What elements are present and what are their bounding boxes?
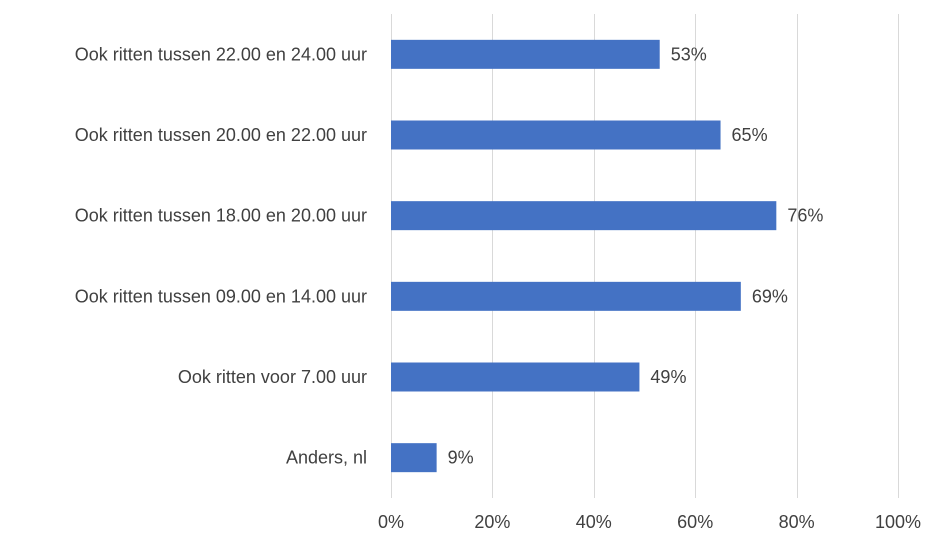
x-axis-tick-labels: 0% 20% 40% 60% 80% 100%	[378, 512, 921, 532]
bar	[391, 362, 640, 392]
category-label: Ook ritten tussen 22.00 en 24.00 uur	[75, 44, 367, 64]
bar	[391, 39, 660, 69]
x-tick-label: 100%	[875, 512, 921, 532]
x-tick-label: 80%	[779, 512, 815, 532]
data-label: 53%	[671, 44, 707, 64]
data-label: 65%	[732, 125, 768, 145]
bar	[391, 120, 721, 150]
data-label: 9%	[448, 448, 474, 468]
x-tick-label: 0%	[378, 512, 404, 532]
data-label: 69%	[752, 286, 788, 306]
x-tick-label: 40%	[576, 512, 612, 532]
bar	[391, 201, 777, 231]
category-label: Ook ritten tussen 09.00 en 14.00 uur	[75, 286, 367, 306]
category-label: Ook ritten tussen 20.00 en 22.00 uur	[75, 125, 367, 145]
category-label: Anders, nl	[286, 448, 367, 468]
gridlines	[391, 14, 899, 498]
category-labels: Ook ritten tussen 22.00 en 24.00 uur Ook …	[75, 44, 367, 467]
x-tick-label: 20%	[474, 512, 510, 532]
x-tick-label: 60%	[677, 512, 713, 532]
bars	[391, 39, 777, 473]
category-label: Ook ritten tussen 18.00 en 20.00 uur	[75, 206, 367, 226]
bar	[391, 281, 741, 311]
category-label: Ook ritten voor 7.00 uur	[178, 367, 367, 387]
data-label: 49%	[650, 367, 686, 387]
value-labels: 53% 65% 76% 69% 49% 9%	[448, 44, 824, 467]
data-label: 76%	[787, 206, 823, 226]
bar	[391, 443, 437, 473]
